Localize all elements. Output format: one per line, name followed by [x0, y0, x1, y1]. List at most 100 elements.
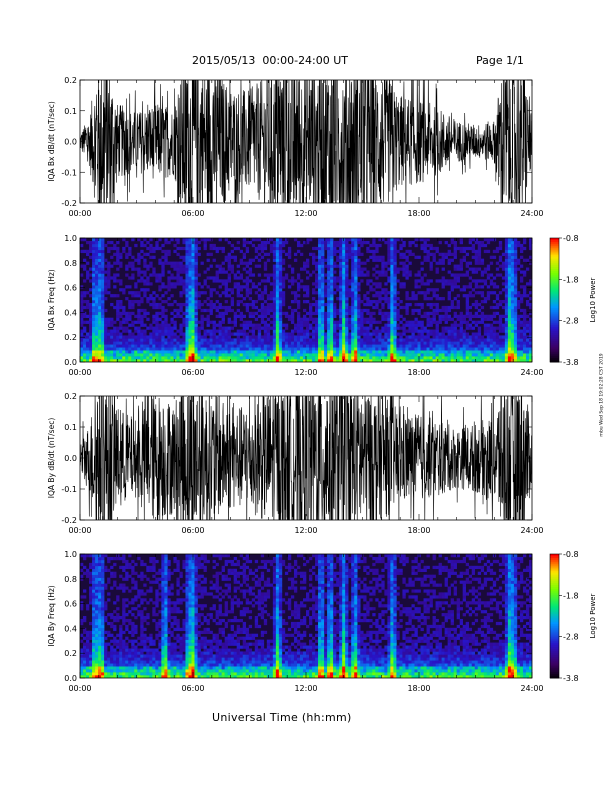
spectrogram-cell — [384, 335, 388, 339]
spectrogram-cell — [197, 332, 201, 336]
spectrogram-cell — [312, 350, 316, 354]
spectrogram-cell — [357, 311, 361, 316]
spectrogram-cell — [113, 580, 117, 584]
spectrogram-cell — [125, 359, 129, 362]
spectrogram-cell — [462, 249, 466, 254]
spectrogram-cell — [254, 335, 259, 339]
spectrogram-cell — [212, 323, 216, 327]
spectrogram-cell — [450, 258, 454, 262]
spectrogram-cell — [227, 317, 231, 321]
spectrogram-cell — [158, 332, 162, 336]
spectrogram-cell — [507, 347, 512, 351]
spectrogram-cell — [423, 238, 427, 242]
spectrogram-cell — [107, 642, 111, 646]
spectrogram-cell — [182, 282, 186, 286]
spectrogram-cell — [417, 335, 421, 339]
spectrogram-cell — [272, 282, 277, 286]
spectrogram-cell — [465, 353, 470, 357]
spectrogram-cell — [312, 270, 316, 274]
spectrogram-cell — [98, 305, 102, 310]
spectrogram-cell — [221, 261, 225, 265]
spectrogram-cell — [230, 347, 234, 351]
spectrogram-cell — [269, 356, 274, 360]
spectrogram-cell — [119, 657, 123, 661]
spectrogram-cell — [435, 294, 439, 298]
spectrogram-cell — [456, 285, 460, 289]
spectrogram-cell — [200, 326, 204, 330]
spectrogram-cell — [200, 320, 204, 324]
spectrogram-cell — [290, 314, 295, 319]
spectrogram-cell — [83, 616, 87, 620]
spectrogram-cell — [131, 350, 135, 354]
spectrogram-cell — [381, 353, 385, 357]
spectrogram-cell — [459, 338, 463, 342]
spectrogram-cell — [489, 282, 494, 286]
spectrogram-cell — [86, 356, 90, 360]
spectrogram-cell — [137, 338, 141, 342]
spectrogram-cell — [519, 314, 524, 319]
spectrogram-cell — [399, 261, 403, 265]
spectrogram-cell — [393, 353, 397, 357]
spectrogram-cell — [393, 264, 397, 268]
spectrogram-cell — [296, 273, 301, 277]
spectrogram-cell — [245, 308, 250, 313]
spectrogram-cell — [92, 323, 96, 327]
spectrogram-cell — [453, 273, 457, 277]
spectrogram-cell — [474, 311, 479, 316]
spectrogram-cell — [393, 282, 397, 286]
spectrogram-cell — [366, 302, 370, 307]
spectrogram-cell — [363, 320, 367, 324]
spectrogram-cell — [441, 350, 445, 354]
spectrogram-cell — [519, 270, 524, 274]
spectrogram-cell — [345, 258, 349, 262]
spectrogram-cell — [188, 297, 192, 301]
spectrogram-cell — [465, 264, 470, 268]
spectrogram-cell — [287, 317, 292, 321]
spectrogram-cell — [257, 329, 262, 333]
spectrogram-cell — [137, 326, 141, 330]
spectrogram-cell — [468, 246, 473, 251]
spectrogram-cell — [128, 252, 132, 257]
spectrogram-cell — [143, 238, 147, 242]
spectrogram-cell — [387, 311, 391, 316]
spectrogram-cell — [122, 666, 126, 670]
spectrogram-cell — [251, 285, 256, 289]
spectrogram-cell — [324, 240, 328, 245]
spectrogram-cell — [450, 329, 454, 333]
spectrogram-cell — [152, 350, 156, 354]
spectrogram-cell — [113, 556, 117, 561]
spectrogram-cell — [125, 320, 129, 324]
spectrogram-cell — [89, 633, 93, 637]
spectrogram-cell — [351, 308, 355, 313]
spectrogram-cell — [447, 326, 451, 330]
spectrogram-cell — [528, 332, 532, 336]
spectrogram-cell — [360, 308, 364, 313]
spectrogram-cell — [453, 311, 457, 316]
spectrogram-cell — [119, 282, 123, 286]
spectrogram-cell — [281, 279, 286, 283]
spectrogram-cell — [315, 326, 319, 330]
spectrogram-cell — [468, 356, 473, 360]
spectrogram-cell — [327, 353, 331, 357]
spectrogram-cell — [86, 314, 90, 319]
spectrogram-cell — [519, 294, 524, 298]
spectrogram-cell — [101, 642, 105, 646]
spectrogram-cell — [86, 347, 90, 351]
spectrogram-cell — [516, 353, 521, 357]
spectrogram-cell — [98, 347, 102, 351]
spectrogram-cell — [480, 353, 485, 357]
spectrogram-cell — [324, 279, 328, 283]
spectrogram-cell — [302, 323, 307, 327]
spectrogram-cell — [411, 338, 415, 342]
spectrogram-cell — [324, 311, 328, 316]
spectrogram-cell — [254, 356, 259, 360]
spectrogram-cell — [360, 323, 364, 327]
spectrogram-cell — [299, 279, 304, 283]
spectrogram-cell — [104, 279, 108, 283]
spectrogram-cell — [167, 240, 171, 245]
spectrogram-cell — [89, 598, 93, 602]
spectrogram-cell — [486, 314, 491, 319]
spectrogram-cell — [278, 335, 283, 339]
spectrogram-cell — [498, 302, 503, 307]
spectrogram-cell — [360, 359, 364, 362]
